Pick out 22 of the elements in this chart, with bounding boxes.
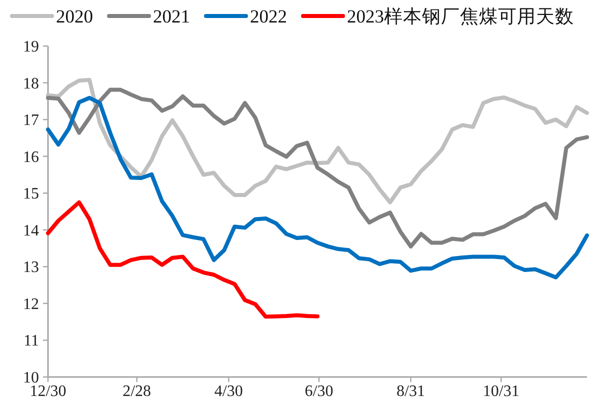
x-tick-label: 6/30 [304, 383, 334, 400]
y-tick-label: 13 [23, 259, 39, 276]
y-tick-label: 14 [23, 222, 39, 240]
y-tick-label: 16 [23, 148, 39, 166]
line-series [46, 78, 589, 204]
line-series [46, 96, 589, 280]
y-tick-label: 11 [24, 332, 39, 350]
line-series [46, 200, 320, 319]
line-series [46, 88, 589, 248]
y-tick-label: 15 [23, 186, 39, 203]
x-tick-label: 8/31 [396, 383, 426, 400]
x-tick-label: 2/28 [122, 383, 152, 400]
legend-label: 2020 [56, 8, 93, 28]
y-tick-label: 19 [23, 38, 39, 56]
legend-label: 2023样本钢厂焦煤可用天数 [347, 6, 574, 28]
x-tick-label: 4/30 [214, 383, 243, 400]
x-tick-label: 10/31 [482, 383, 520, 400]
y-tick-label: 12 [23, 296, 39, 313]
legend-label: 2021 [153, 8, 190, 28]
y-tick-label: 17 [23, 112, 39, 130]
y-tick-label: 18 [23, 75, 39, 92]
legend-label: 2022 [250, 8, 287, 28]
